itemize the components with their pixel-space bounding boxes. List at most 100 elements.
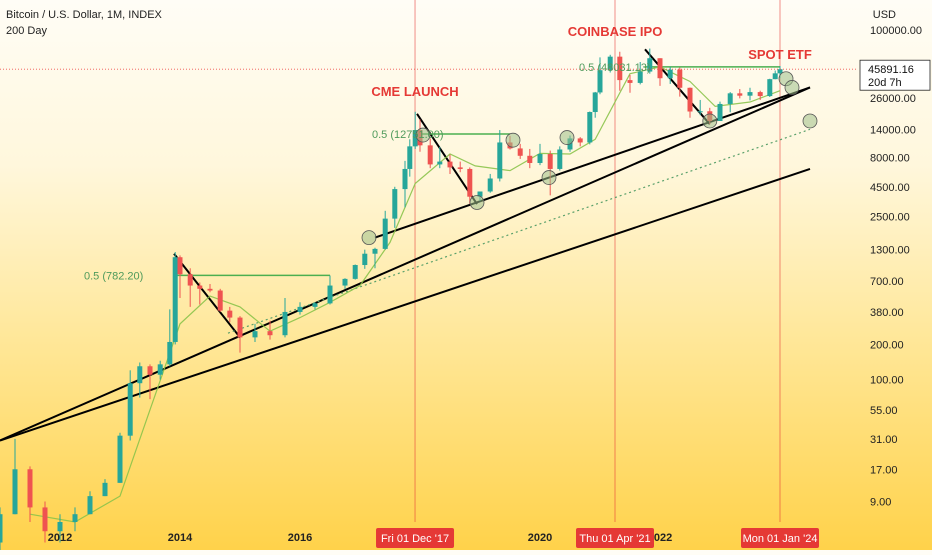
price-tick-label: 700.00 — [870, 276, 904, 288]
candle-body — [392, 189, 398, 219]
time-marker-badge — [576, 528, 654, 548]
candle-body — [187, 274, 193, 286]
candle-body — [747, 92, 753, 96]
price-tick-label: 14000.00 — [870, 124, 916, 136]
candle-body — [157, 364, 163, 375]
price-tick-label: 26000.00 — [870, 93, 916, 105]
candle-body — [407, 146, 413, 169]
fib-label: 0.5 (782.20) — [84, 270, 143, 282]
candle-body — [412, 130, 418, 147]
candle-body — [217, 290, 223, 311]
fib-label: 0.5 (48031.13) — [579, 62, 651, 74]
candle-body — [72, 514, 78, 522]
candle-body — [657, 58, 663, 79]
current-price-value: 45891.16 — [868, 64, 914, 76]
candle-body — [267, 331, 273, 336]
candle-body — [487, 178, 493, 192]
candle-body — [477, 191, 483, 197]
candle-body — [177, 257, 183, 275]
candle-body — [457, 167, 463, 169]
candle-body — [427, 145, 433, 165]
candle-body — [757, 92, 763, 97]
candle-body — [587, 112, 593, 143]
current-price-badge — [859, 59, 931, 91]
time-marker-badge — [741, 528, 819, 548]
price-tick-label: 380.00 — [870, 307, 904, 319]
price-tick-label: 1300.00 — [870, 245, 910, 257]
time-marker-badge — [376, 528, 455, 548]
candle-body — [737, 93, 743, 96]
candle-body — [667, 69, 673, 79]
highlight-circle — [469, 195, 485, 210]
candle-body — [237, 317, 243, 338]
candle-body — [282, 311, 288, 336]
candle-body — [167, 341, 173, 365]
candle-body — [627, 80, 633, 83]
price-tick-label: 17.00 — [870, 464, 898, 476]
time-tick-label: 2014 — [168, 532, 193, 544]
price-tick-label: 8000.00 — [870, 153, 910, 165]
candle-body — [117, 435, 123, 483]
price-tick-label: 31.00 — [870, 434, 898, 446]
candle-body — [382, 218, 388, 249]
highlight-circle — [541, 170, 557, 185]
symbol-title: Bitcoin / U.S. Dollar, 1M, INDEX — [6, 9, 162, 21]
event-label: CME LAUNCH — [371, 84, 458, 99]
candle-body — [402, 168, 408, 190]
candle-body — [12, 469, 18, 515]
time-marker-label: Fri 01 Dec '17 — [381, 533, 449, 545]
candle-body — [607, 56, 613, 71]
highlight-circle — [559, 130, 575, 145]
candle-body — [527, 155, 533, 163]
candle-body — [207, 288, 213, 291]
candle-body — [172, 257, 178, 342]
candle-body — [687, 87, 693, 112]
highlight-circle — [784, 80, 800, 95]
candle-body — [772, 73, 778, 80]
candle-body — [717, 103, 723, 121]
candle-body — [727, 93, 733, 104]
candle-body — [137, 366, 143, 384]
highlight-circle — [361, 230, 377, 245]
candle-body — [697, 111, 703, 113]
candle-body — [517, 148, 523, 156]
price-tick-label: 4500.00 — [870, 182, 910, 194]
candle-body — [362, 253, 368, 266]
fib-label: 0.5 (12751.00) — [372, 129, 444, 141]
candle-body — [437, 161, 443, 165]
candle-body — [467, 168, 473, 197]
candle-body — [297, 306, 303, 312]
candle-body — [352, 265, 358, 279]
candle-body — [777, 69, 783, 74]
price-tick-label: 9.00 — [870, 496, 891, 508]
candle-body — [42, 507, 48, 532]
currency-label: USD — [872, 9, 896, 21]
candle-body — [147, 366, 153, 375]
candle-body — [767, 79, 773, 97]
time-marker-label: Mon 01 Jan '24 — [743, 533, 818, 545]
price-tick-label: 200.00 — [870, 339, 904, 351]
price-tick-label: 100.00 — [870, 375, 904, 387]
candle-body — [447, 161, 453, 168]
time-marker-label: Thu 01 Apr '21 — [579, 533, 650, 545]
event-label: COINBASE IPO — [568, 24, 663, 39]
time-tick-label: 2012 — [48, 532, 72, 544]
candle-body — [547, 153, 553, 169]
indicator-label: 200 Day — [6, 25, 47, 37]
highlight-circle — [702, 113, 718, 129]
candle-body — [537, 153, 543, 163]
candle-body — [102, 482, 108, 497]
candle-body — [87, 496, 93, 515]
highlight-circle — [415, 127, 431, 143]
candle-body — [312, 303, 318, 307]
time-tick-label: 2020 — [528, 532, 552, 544]
trendline — [374, 86, 811, 239]
event-label: SPOT ETF — [748, 47, 812, 62]
candle-body — [57, 522, 63, 532]
candle-body — [497, 142, 503, 179]
trendline — [173, 253, 241, 338]
candle-body — [372, 248, 378, 254]
trendline — [0, 168, 811, 442]
